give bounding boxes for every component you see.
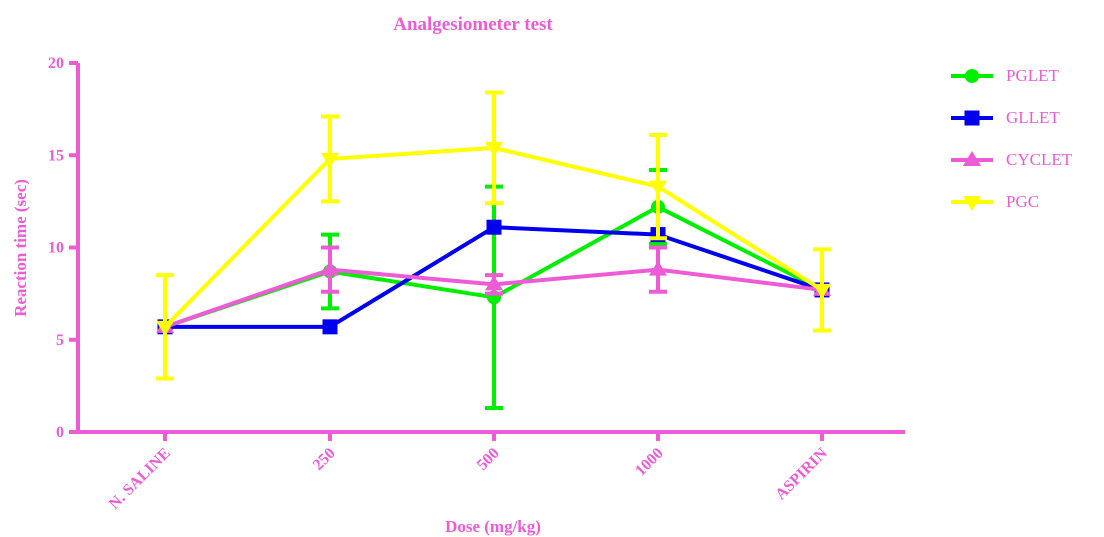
data-point <box>649 180 667 196</box>
legend-label: CYCLET <box>1006 150 1073 169</box>
data-point <box>486 219 502 235</box>
plot-area <box>156 90 831 411</box>
legend-item: PGC <box>951 192 1039 211</box>
y-axis-label: Reaction time (sec) <box>11 179 30 317</box>
x-tick-label: 500 <box>474 445 503 474</box>
series-pgc <box>156 90 831 381</box>
legend-marker <box>963 151 981 166</box>
data-point <box>649 260 667 276</box>
legend-item: PGLET <box>951 66 1060 85</box>
data-point <box>485 141 503 157</box>
chart-title: Analgesiometer test <box>393 14 553 35</box>
legend-marker <box>964 110 980 126</box>
legend-marker <box>965 69 979 83</box>
data-point <box>321 152 339 168</box>
data-point <box>485 275 503 291</box>
data-point <box>322 319 338 335</box>
legend-marker <box>963 196 981 211</box>
x-tick-label: ASPIRIN <box>772 444 831 503</box>
legend: PGLET GLLET CYCLET PGC <box>951 66 1073 211</box>
y-tick-label: 15 <box>48 147 64 164</box>
legend-label: PGLET <box>1006 66 1060 85</box>
x-axis-label: Dose (mg/kg) <box>445 517 541 536</box>
data-point <box>813 283 831 299</box>
legend-label: GLLET <box>1006 108 1060 127</box>
y-tick-label: 20 <box>48 55 64 72</box>
y-tick-label: 0 <box>56 424 64 441</box>
legend-item: CYCLET <box>951 150 1073 169</box>
x-tick-label: 250 <box>310 445 339 474</box>
legend-label: PGC <box>1006 192 1039 211</box>
legend-item: GLLET <box>951 108 1060 127</box>
y-tick-label: 10 <box>48 240 64 257</box>
data-point <box>156 320 174 336</box>
x-tick-label: N. SALINE <box>106 445 174 513</box>
data-point <box>321 260 339 276</box>
y-tick-label: 5 <box>56 332 64 349</box>
x-tick-label: 1000 <box>632 445 667 480</box>
